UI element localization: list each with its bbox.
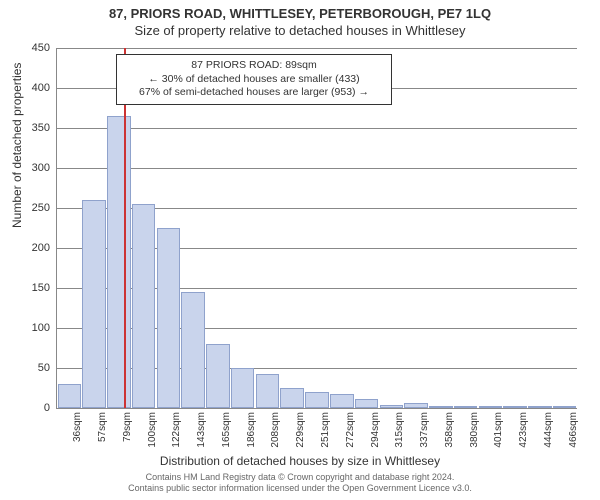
x-tick-label: 57sqm	[97, 412, 108, 442]
annotation-line: 87 PRIORS ROAD: 89sqm	[123, 59, 385, 73]
histogram-bar	[454, 406, 478, 408]
x-tick-label: 79sqm	[122, 412, 133, 442]
x-tick-label: 466sqm	[568, 412, 579, 448]
x-tick-label: 36sqm	[72, 412, 83, 442]
annotation-line: ← 30% of detached houses are smaller (43…	[123, 73, 385, 87]
x-tick-label: 100sqm	[147, 412, 158, 448]
chart-area: 87 PRIORS ROAD: 89sqm ← 30% of detached …	[56, 48, 576, 408]
annotation-line: 67% of semi-detached houses are larger (…	[123, 86, 385, 100]
x-tick-label: 251sqm	[320, 412, 331, 448]
y-tick-label: 200	[20, 242, 50, 254]
histogram-bar	[181, 292, 205, 408]
histogram-bar	[330, 394, 354, 408]
histogram-bar	[82, 200, 106, 408]
y-tick-label: 400	[20, 82, 50, 94]
histogram-bar	[479, 406, 503, 408]
x-tick-label: 122sqm	[171, 412, 182, 448]
annotation-box: 87 PRIORS ROAD: 89sqm ← 30% of detached …	[116, 54, 392, 105]
x-tick-label: 380sqm	[469, 412, 480, 448]
histogram-bar	[355, 399, 379, 408]
histogram-bar	[107, 116, 131, 408]
histogram-bar	[429, 406, 453, 408]
gridline	[57, 128, 577, 129]
page-subtitle: Size of property relative to detached ho…	[0, 21, 600, 38]
x-tick-label: 294sqm	[370, 412, 381, 448]
footer-line: Contains HM Land Registry data © Crown c…	[0, 472, 600, 483]
x-tick-label: 423sqm	[518, 412, 529, 448]
footer-text: Contains HM Land Registry data © Crown c…	[0, 472, 600, 494]
histogram-bar	[503, 406, 527, 408]
y-tick-label: 150	[20, 282, 50, 294]
x-tick-label: 401sqm	[493, 412, 504, 448]
x-tick-label: 165sqm	[221, 412, 232, 448]
footer-line: Contains public sector information licen…	[0, 483, 600, 494]
histogram-bar	[380, 405, 404, 408]
histogram-bar	[305, 392, 329, 408]
x-tick-label: 272sqm	[345, 412, 356, 448]
page-title: 87, PRIORS ROAD, WHITTLESEY, PETERBOROUG…	[0, 0, 600, 21]
chart-container: 87, PRIORS ROAD, WHITTLESEY, PETERBOROUG…	[0, 0, 600, 500]
y-tick-label: 0	[20, 402, 50, 414]
histogram-bar	[58, 384, 82, 408]
y-tick-label: 450	[20, 42, 50, 54]
x-tick-label: 208sqm	[270, 412, 281, 448]
gridline	[57, 48, 577, 49]
gridline	[57, 168, 577, 169]
x-tick-label: 337sqm	[419, 412, 430, 448]
x-tick-label: 444sqm	[543, 412, 554, 448]
histogram-bar	[553, 406, 577, 408]
histogram-bar	[528, 406, 552, 408]
x-tick-label: 315sqm	[394, 412, 405, 448]
x-tick-label: 358sqm	[444, 412, 455, 448]
x-tick-label: 143sqm	[196, 412, 207, 448]
x-tick-label: 186sqm	[246, 412, 257, 448]
histogram-bar	[231, 368, 255, 408]
y-tick-label: 300	[20, 162, 50, 174]
histogram-bar	[132, 204, 156, 408]
y-tick-label: 50	[20, 362, 50, 374]
y-tick-label: 250	[20, 202, 50, 214]
y-tick-label: 100	[20, 322, 50, 334]
x-tick-label: 229sqm	[295, 412, 306, 448]
x-axis-label: Distribution of detached houses by size …	[0, 454, 600, 468]
y-tick-label: 350	[20, 122, 50, 134]
histogram-bar	[157, 228, 181, 408]
histogram-bar	[404, 403, 428, 408]
histogram-bar	[256, 374, 280, 408]
histogram-bar	[206, 344, 230, 408]
histogram-bar	[280, 388, 304, 408]
